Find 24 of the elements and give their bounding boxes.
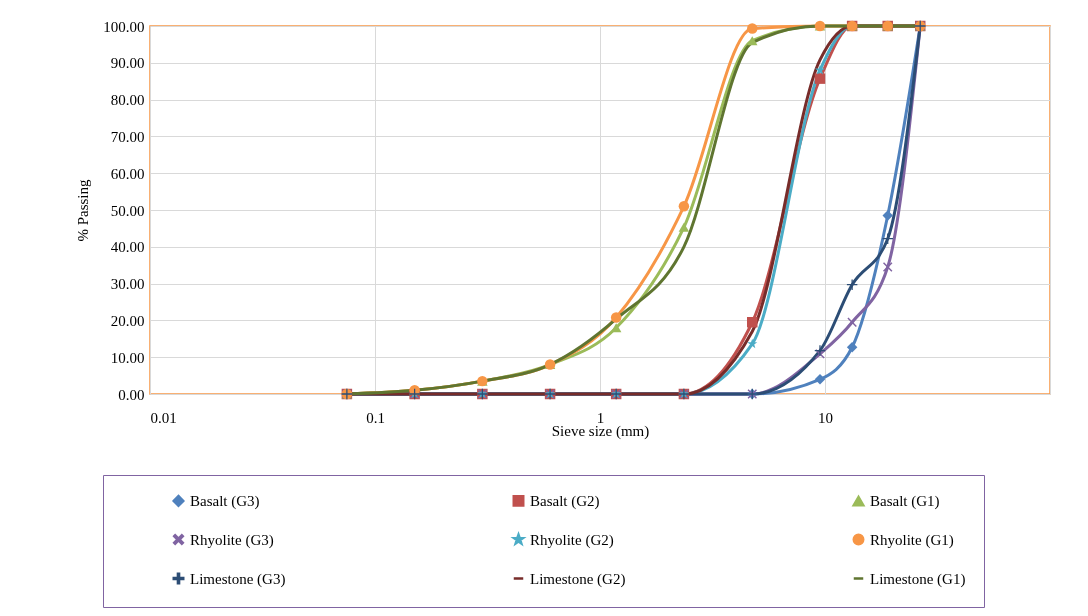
y-tick-label: 60.00 xyxy=(110,165,145,182)
y-axis-title: % Passing xyxy=(75,178,92,242)
y-tick-label: 20.00 xyxy=(110,312,145,329)
y-tick-label: 30.00 xyxy=(110,276,145,293)
x-tick-label: 0.1 xyxy=(366,409,385,426)
y-tick-label: 80.00 xyxy=(110,92,145,109)
legend-label: Rhyolite (G1) xyxy=(870,531,954,549)
y-tick-label: 10.00 xyxy=(110,349,145,366)
legend-label: Limestone (G2) xyxy=(530,570,626,588)
y-tick-label: 0.00 xyxy=(118,386,145,403)
legend-label: Basalt (G2) xyxy=(530,492,600,510)
legend-label: Limestone (G1) xyxy=(870,570,966,588)
legend-label: Rhyolite (G3) xyxy=(190,531,274,549)
x-tick-label: 0.01 xyxy=(150,409,177,426)
y-tick-label: 40.00 xyxy=(110,239,145,256)
y-tick-label: 100.00 xyxy=(103,18,145,35)
legend-label: Limestone (G3) xyxy=(190,570,286,588)
legend-label: Rhyolite (G2) xyxy=(530,531,614,549)
y-tick-label: 50.00 xyxy=(110,202,145,219)
legend-label: Basalt (G3) xyxy=(190,492,260,510)
y-tick-label: 70.00 xyxy=(110,128,145,145)
y-tick-label: 90.00 xyxy=(110,55,145,72)
x-tick-label: 10 xyxy=(818,409,833,426)
legend-label: Basalt (G1) xyxy=(870,493,940,511)
